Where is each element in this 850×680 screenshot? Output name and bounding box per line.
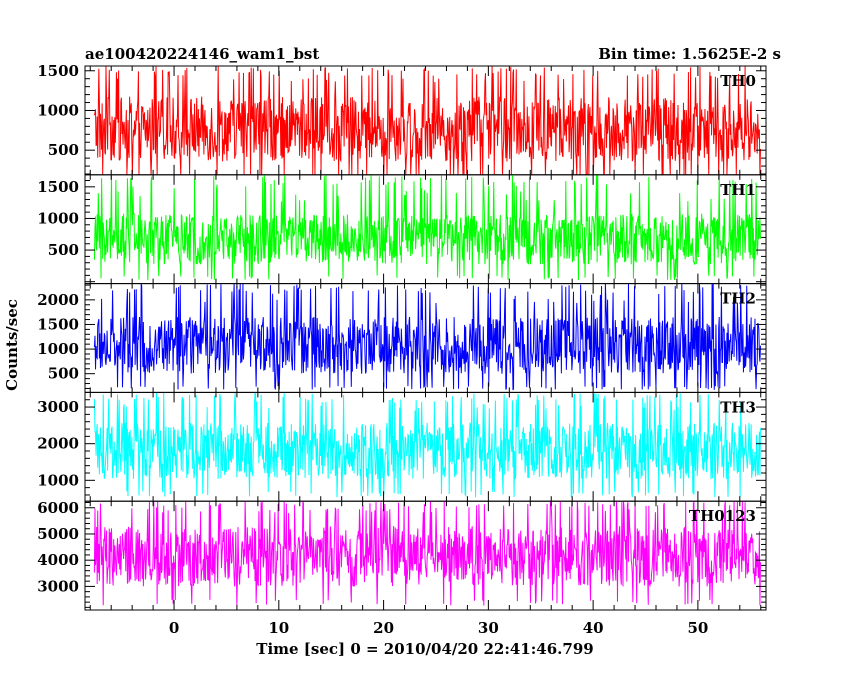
y-tick-label: 2000 bbox=[37, 291, 79, 309]
x-tick-label: 20 bbox=[373, 619, 394, 637]
y-tick-label: 2000 bbox=[37, 435, 79, 453]
series-line-th2 bbox=[93, 283, 761, 391]
y-axis-label: Counts/sec bbox=[3, 299, 21, 391]
y-tick-label: 500 bbox=[48, 241, 79, 259]
series-line-th0 bbox=[93, 66, 761, 175]
panels-group: 500 1000 1500 TH0 500 1000 1500 TH1 500 1000 1500 2… bbox=[37, 62, 767, 611]
x-axis-label: Time [sec] 0 = 2010/04/20 22:41:46.799 bbox=[256, 640, 593, 658]
x-tick-label: 40 bbox=[583, 619, 604, 637]
x-tick-label: 30 bbox=[478, 619, 499, 637]
series-label-th3: TH3 bbox=[720, 398, 756, 416]
y-tick-label: 6000 bbox=[37, 499, 79, 517]
series-line-th1 bbox=[93, 174, 761, 281]
y-tick-label: 1000 bbox=[37, 340, 79, 358]
series-line-th0123 bbox=[93, 501, 761, 606]
y-tick-label: 1000 bbox=[37, 471, 79, 489]
series-label-th1: TH1 bbox=[720, 181, 756, 199]
y-tick-label: 4000 bbox=[37, 551, 79, 569]
x-tick-label: 10 bbox=[268, 619, 289, 637]
y-tick-label: 1500 bbox=[37, 62, 79, 80]
y-tick-label: 1000 bbox=[37, 101, 79, 119]
panel-th2: 500 1000 1500 2000 TH2 bbox=[37, 283, 767, 393]
series-line-th3 bbox=[93, 392, 761, 498]
y-tick-label: 3000 bbox=[37, 577, 79, 595]
panel-th0: 500 1000 1500 TH0 bbox=[37, 62, 767, 176]
panel-th3: 1000 2000 3000 TH3 bbox=[37, 391, 767, 502]
series-label-th2: TH2 bbox=[720, 290, 756, 308]
chart-title: ae100420224146_wam1_bst bbox=[85, 45, 319, 63]
panel-th1: 500 1000 1500 TH1 bbox=[37, 174, 767, 285]
panel-th0123: 3000 4000 5000 6000 TH0123 bbox=[37, 499, 767, 611]
y-tick-label: 5000 bbox=[37, 525, 79, 543]
x-axis: 0 10 20 30 40 50 bbox=[169, 619, 709, 637]
y-tick-label: 500 bbox=[48, 365, 79, 383]
x-tick-label: 0 bbox=[169, 619, 179, 637]
y-tick-label: 1500 bbox=[37, 178, 79, 196]
x-tick-label: 50 bbox=[687, 619, 708, 637]
y-tick-label: 500 bbox=[48, 141, 79, 159]
y-tick-label: 1000 bbox=[37, 209, 79, 227]
y-tick-label: 1500 bbox=[37, 315, 79, 333]
series-label-th0: TH0 bbox=[720, 72, 756, 90]
y-tick-label: 3000 bbox=[37, 398, 79, 416]
series-label-th0123: TH0123 bbox=[689, 507, 756, 525]
bin-time-label: Bin time: 1.5625E-2 s bbox=[598, 45, 781, 63]
